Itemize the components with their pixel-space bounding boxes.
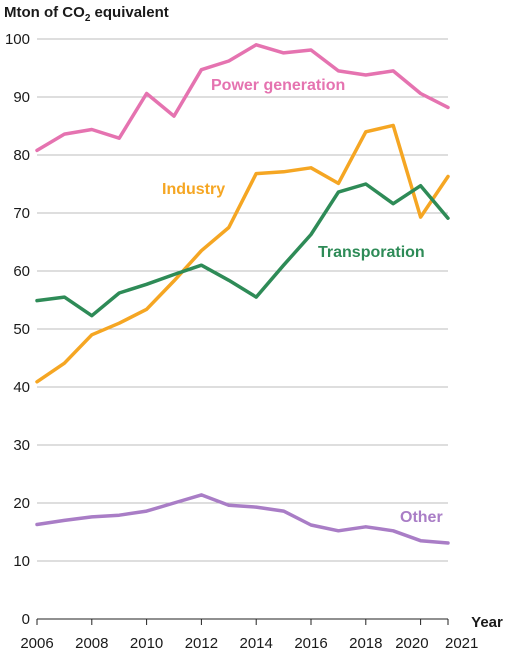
series-label-other: Other	[400, 509, 443, 526]
y-tick-label-50: 50	[13, 321, 30, 338]
y-tick-label-0: 0	[22, 611, 30, 628]
y-tick-label-10: 10	[13, 553, 30, 570]
gridlines	[37, 38, 448, 562]
series-line-other	[35, 493, 450, 545]
y-tick-label-20: 20	[13, 495, 30, 512]
series-label-industry: Industry	[162, 181, 225, 198]
y-tick-label-100: 100	[5, 31, 30, 48]
y-tick-label-40: 40	[13, 379, 30, 396]
x-tick-label-2014: 2014	[240, 635, 273, 652]
series-line-industry	[35, 123, 450, 384]
series-label-transporation: Transporation	[318, 244, 425, 261]
y-axis-ticks: 0 10 20 30 40 50 60 70 80 90 100	[5, 31, 30, 628]
series-lines	[35, 43, 450, 545]
x-tick-label-2021: 2021	[445, 635, 478, 652]
x-tick-label-2020: 2020	[395, 635, 428, 652]
x-axis-ticks: 2006 2008 2010 2012 2014 2016 2018 2020 2021	[20, 619, 478, 652]
x-tick-label-2006: 2006	[20, 635, 53, 652]
y-tick-label-90: 90	[13, 89, 30, 106]
y-axis-title: Mton of CO2 equivalent	[4, 4, 169, 24]
series-labels: Power generation Industry Transporation Oth…	[162, 77, 443, 526]
x-axis-title: Year	[471, 614, 503, 631]
x-tick-label-2008: 2008	[75, 635, 108, 652]
series-line-transporation	[35, 182, 450, 318]
series-label-power-generation: Power generation	[211, 77, 345, 94]
x-tick-label-2010: 2010	[130, 635, 163, 652]
series-line-power-generation	[35, 43, 450, 153]
x-tick-label-2018: 2018	[349, 635, 382, 652]
x-tick-label-2016: 2016	[294, 635, 327, 652]
y-tick-label-70: 70	[13, 205, 30, 222]
y-tick-label-30: 30	[13, 437, 30, 454]
x-tick-label-2012: 2012	[185, 635, 218, 652]
y-tick-label-60: 60	[13, 263, 30, 280]
y-tick-label-80: 80	[13, 147, 30, 164]
